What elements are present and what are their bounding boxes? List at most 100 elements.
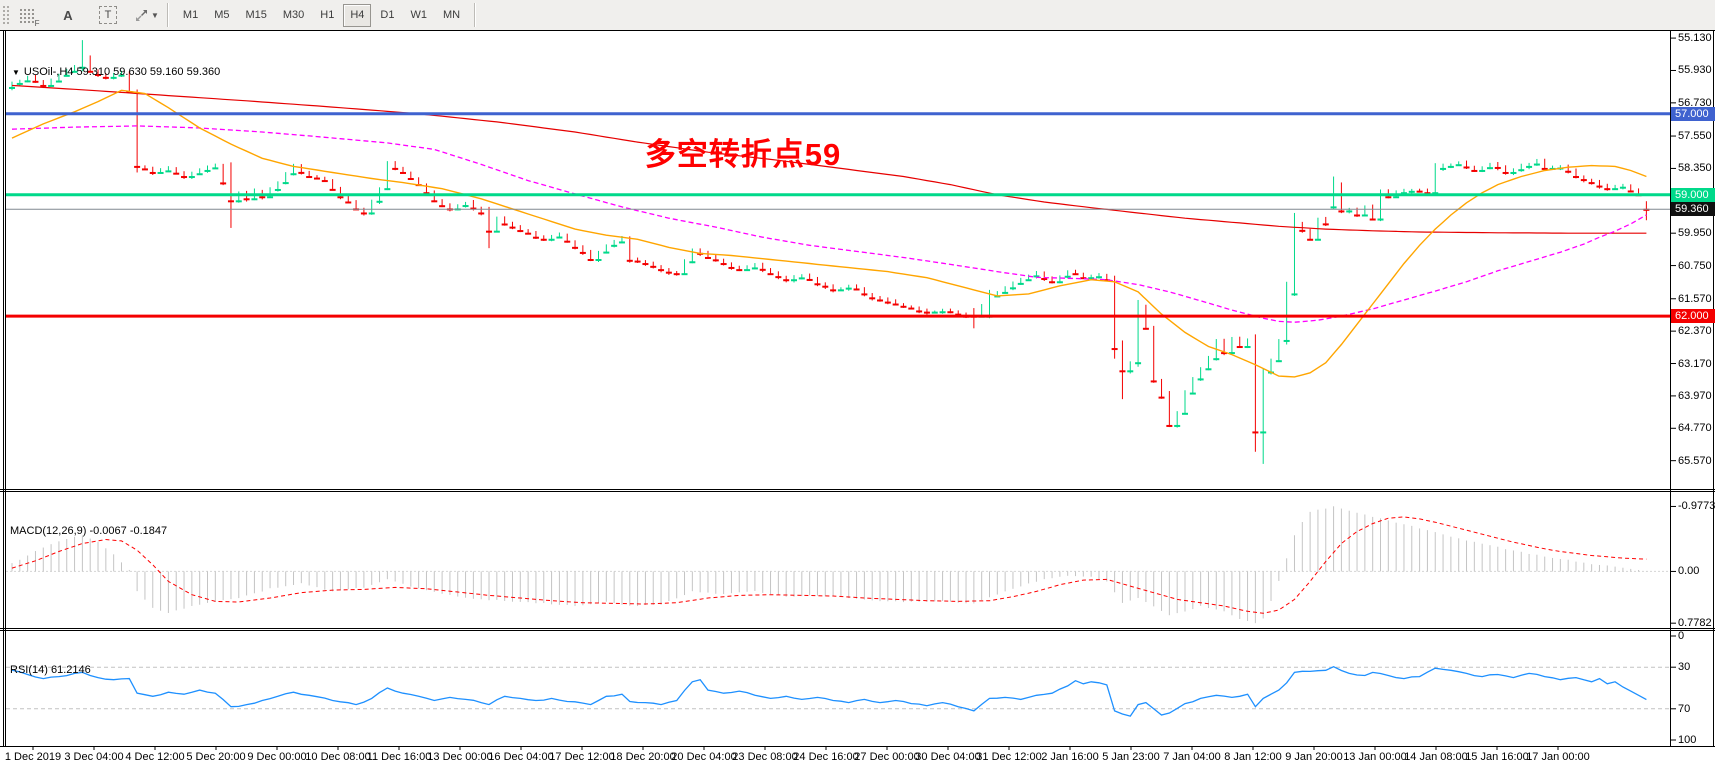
candle: [783, 279, 790, 282]
candle: [204, 169, 211, 172]
candle: [939, 311, 946, 314]
candle: [282, 182, 289, 185]
candle: [759, 268, 766, 271]
horizontal-lines: [6, 112, 1670, 318]
candle: [1338, 210, 1345, 213]
candle: [1627, 190, 1634, 193]
time-axis-label: 10 Dec 08:00: [305, 751, 371, 763]
timeframe-button-w1[interactable]: W1: [410, 9, 427, 21]
arrows-icon: [136, 9, 147, 21]
candle: [1447, 165, 1454, 168]
candle: [1463, 166, 1470, 169]
timeframe-button-m30[interactable]: M30: [282, 9, 305, 21]
candle: [1064, 275, 1071, 278]
candle: [1588, 182, 1595, 185]
candle: [274, 188, 281, 191]
candle: [923, 311, 930, 314]
timeframe-button-m1[interactable]: M1: [182, 9, 199, 21]
candle: [165, 170, 172, 173]
candle: [650, 265, 657, 268]
candle: [1135, 362, 1142, 365]
candle: [572, 246, 579, 249]
price-axis-label: 55.930: [1678, 64, 1712, 77]
candle: [603, 251, 610, 254]
price-axis-label: 64.770: [1678, 422, 1712, 435]
rsi-axis-label: 100: [1678, 733, 1697, 746]
label-tool-button[interactable]: A: [63, 7, 73, 23]
price-badge-57.000: 57.000: [1671, 106, 1715, 121]
candle: [1166, 424, 1173, 427]
candle: [1017, 282, 1024, 285]
timeframe-button-m5[interactable]: M5: [214, 9, 230, 21]
macd-label: MACD(12,26,9) -0.0067 -0.1847: [10, 525, 168, 537]
timeframe-bar: M1 M5 M15 M30 H1 H4 D1 W1 MN: [175, 3, 468, 27]
annotation-text[interactable]: 多空转折点59: [644, 137, 842, 172]
price-axis-label: 56.730: [1678, 96, 1712, 109]
candle: [306, 176, 313, 179]
candle: [1377, 218, 1384, 221]
candle: [1299, 229, 1306, 232]
macd-panel: [6, 506, 1670, 624]
candle: [1111, 348, 1118, 351]
candle: [267, 196, 274, 199]
candle: [384, 188, 391, 191]
time-axis-label: 1 Dec 2019: [4, 751, 62, 763]
candle: [1580, 179, 1587, 182]
candle: [9, 86, 15, 89]
candle: [141, 168, 148, 171]
timeframe-button-h4[interactable]: H4: [343, 3, 372, 27]
candle: [439, 205, 446, 208]
candle: [478, 212, 485, 215]
candle: [1088, 277, 1095, 280]
candle: [744, 269, 751, 272]
candle: [173, 172, 180, 175]
candle: [392, 167, 399, 170]
time-axis-label: 7 Jan 04:00: [1163, 751, 1221, 763]
candle: [728, 266, 735, 269]
moving-averages: [11, 84, 1647, 378]
candle: [110, 76, 117, 79]
candle: [188, 176, 195, 179]
candle: [532, 236, 539, 239]
candle: [1393, 196, 1400, 199]
candle: [689, 261, 696, 264]
arrows-tool-button[interactable]: ▼: [134, 3, 159, 27]
candle: [243, 198, 250, 201]
candle: [431, 200, 438, 203]
candle: [931, 311, 938, 314]
toolbar-drag-grip[interactable]: [2, 5, 9, 25]
candle: [1095, 276, 1102, 279]
candle: [24, 80, 31, 83]
rsi-axis-label: 70: [1678, 702, 1691, 715]
time-axis-label: 2 Jan 16:00: [1041, 751, 1099, 763]
candle: [102, 76, 109, 79]
time-axis-label: 23 Dec 08:00: [732, 751, 798, 763]
candle: [1142, 327, 1149, 330]
candle: [259, 196, 266, 199]
candle: [1314, 238, 1321, 241]
candle: [493, 230, 500, 233]
text-tool-button[interactable]: T: [96, 3, 120, 27]
candle: [1346, 210, 1353, 213]
timeframe-button-mn[interactable]: MN: [442, 9, 461, 21]
candle: [704, 256, 711, 259]
candle: [48, 84, 55, 87]
candle: [63, 74, 70, 77]
timeframe-button-d1[interactable]: D1: [380, 9, 395, 21]
candle: [1049, 281, 1056, 284]
candle: [55, 80, 62, 83]
candle: [1307, 238, 1314, 241]
time-axis-label: 27 Dec 00:00: [854, 751, 920, 763]
candle: [837, 289, 844, 292]
time-axis-label: 17 Jan 00:00: [1526, 751, 1590, 763]
timeframe-button-m15[interactable]: M15: [245, 9, 267, 21]
candle: [95, 74, 102, 77]
grid-snap-button[interactable]: F: [14, 3, 40, 28]
price-axis-label: 62.370: [1678, 325, 1712, 338]
timeframe-button-h1[interactable]: H1: [320, 9, 335, 21]
symbol-dropdown-icon[interactable]: ▼: [12, 68, 20, 77]
candle: [1369, 218, 1376, 221]
candle: [1471, 169, 1478, 172]
candle: [71, 70, 78, 73]
